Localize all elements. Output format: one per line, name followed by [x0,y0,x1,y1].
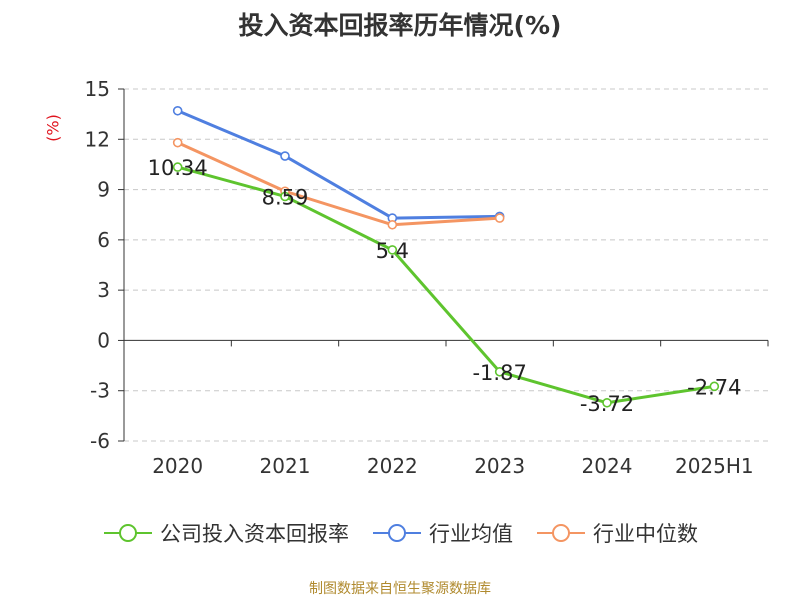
legend-item-industry-median[interactable]: 行业中位数 [535,518,698,548]
gridlines [124,88,768,442]
y-tick-label: 0 [97,328,110,352]
data-point [172,162,183,172]
legend-marker-industry-median [537,524,585,542]
series-points [172,105,720,408]
data-point [494,366,505,377]
data-label: 5.4 [376,239,409,263]
data-point [709,381,720,392]
legend-marker-industry-mean [373,524,421,542]
legend-label-company: 公司投入资本回报率 [160,522,349,546]
x-tick-label: 2021 [260,454,311,478]
data-label: 10.34 [148,156,208,180]
data-source: 制图数据来自恒生聚源数据库 [309,581,491,597]
y-tick-label: 9 [97,178,110,202]
data-point [387,219,398,230]
x-tick-label: 2025H1 [675,454,754,478]
chart-title: 投入资本回报率历年情况(%) [238,11,562,40]
legend-label-industry-median: 行业中位数 [593,522,698,546]
legend-label-industry-mean: 行业均值 [429,522,513,546]
data-labels: 10.34 8.59 5.4 -1.87 -3.72 -2.74 [148,156,742,416]
series-lines [177,109,715,405]
axes [118,88,769,442]
y-tick-label: 3 [97,278,110,302]
x-tick-label: 2020 [152,454,203,478]
data-point [494,213,505,223]
data-label: -3.72 [580,392,634,416]
x-tick-label: 2022 [367,454,418,478]
y-tick-labels: 15 12 9 6 3 0 -3 -6 [85,77,110,453]
y-tick-label: 12 [85,127,110,151]
legend: 公司投入资本回报率 行业均值 行业中位数 [0,518,800,548]
legend-item-company[interactable]: 公司投入资本回报率 [102,518,349,548]
data-point [387,245,398,255]
y-tick-label: 15 [85,77,110,101]
data-label: 8.59 [262,185,309,209]
legend-item-industry-mean[interactable]: 行业均值 [371,518,513,548]
data-point [172,137,183,148]
data-point [172,105,183,116]
series-line [177,165,715,405]
x-tick-label: 2024 [582,454,633,478]
data-point [280,191,290,202]
y-tick-label: -3 [90,379,110,403]
y-tick-label: -6 [90,429,110,453]
data-label: -2.74 [687,375,741,399]
x-tick-label: 2023 [474,454,525,478]
x-tick-labels: 2020 2021 2022 2023 2024 2025H1 [152,454,753,478]
data-label: -1.87 [472,361,526,385]
series-line [177,141,500,227]
legend-marker-company [104,524,152,542]
y-tick-label: 6 [97,228,110,252]
series-line [177,109,500,220]
data-point [602,397,612,408]
data-point [280,151,290,161]
